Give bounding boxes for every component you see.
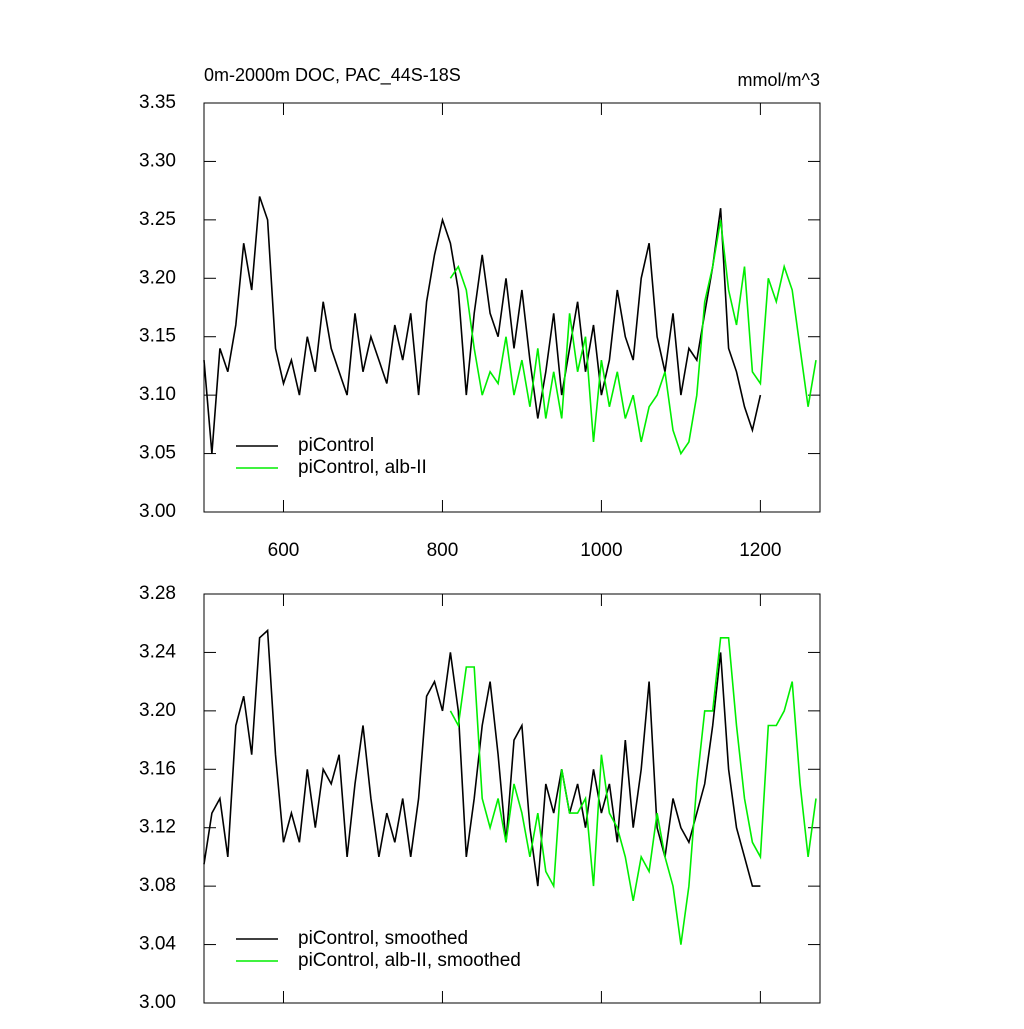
y-tick-label: 3.00 [139,501,176,522]
y-tick-label: 3.05 [139,443,176,464]
y-tick-label: 3.15 [139,326,176,347]
y-tick-label: 3.08 [139,875,176,896]
x-tick-label: 1000 [580,540,622,561]
plot-frame [203,102,821,513]
y-tick-label: 3.00 [139,992,176,1013]
x-tick-label: 600 [268,540,300,561]
y-tick-label: 3.30 [139,150,176,171]
chart-title: 0m-2000m DOC, PAC_44S-18S [204,65,461,86]
legend-label: piControl [298,435,374,456]
y-tick-label: 3.16 [139,758,176,779]
y-tick-label: 3.35 [139,92,176,113]
y-tick-label: 3.25 [139,209,176,230]
series-line [203,196,762,454]
legend-label: piControl, smoothed [298,928,468,949]
y-tick-label: 3.20 [139,267,176,288]
plot-frame [203,593,821,1004]
x-tick-label: 800 [427,540,459,561]
legend-label: piControl, alb-II, smoothed [298,950,521,971]
y-tick-label: 3.20 [139,700,176,721]
y-tick-label: 3.04 [139,934,176,955]
y-tick-label: 3.12 [139,817,176,838]
series-line [449,637,817,945]
units-label: mmol/m^3 [738,70,820,90]
series-line [203,628,761,887]
series-line [449,219,817,456]
x-tick-label: 1200 [739,540,781,561]
y-tick-label: 3.10 [139,384,176,405]
legend-label: piControl, alb-II [298,457,427,478]
y-tick-label: 3.24 [139,641,176,662]
y-tick-label: 3.28 [139,583,176,604]
